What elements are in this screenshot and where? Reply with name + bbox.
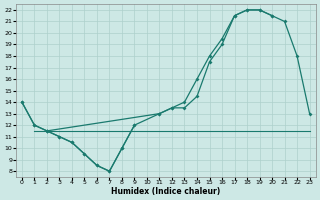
X-axis label: Humidex (Indice chaleur): Humidex (Indice chaleur) <box>111 187 220 196</box>
